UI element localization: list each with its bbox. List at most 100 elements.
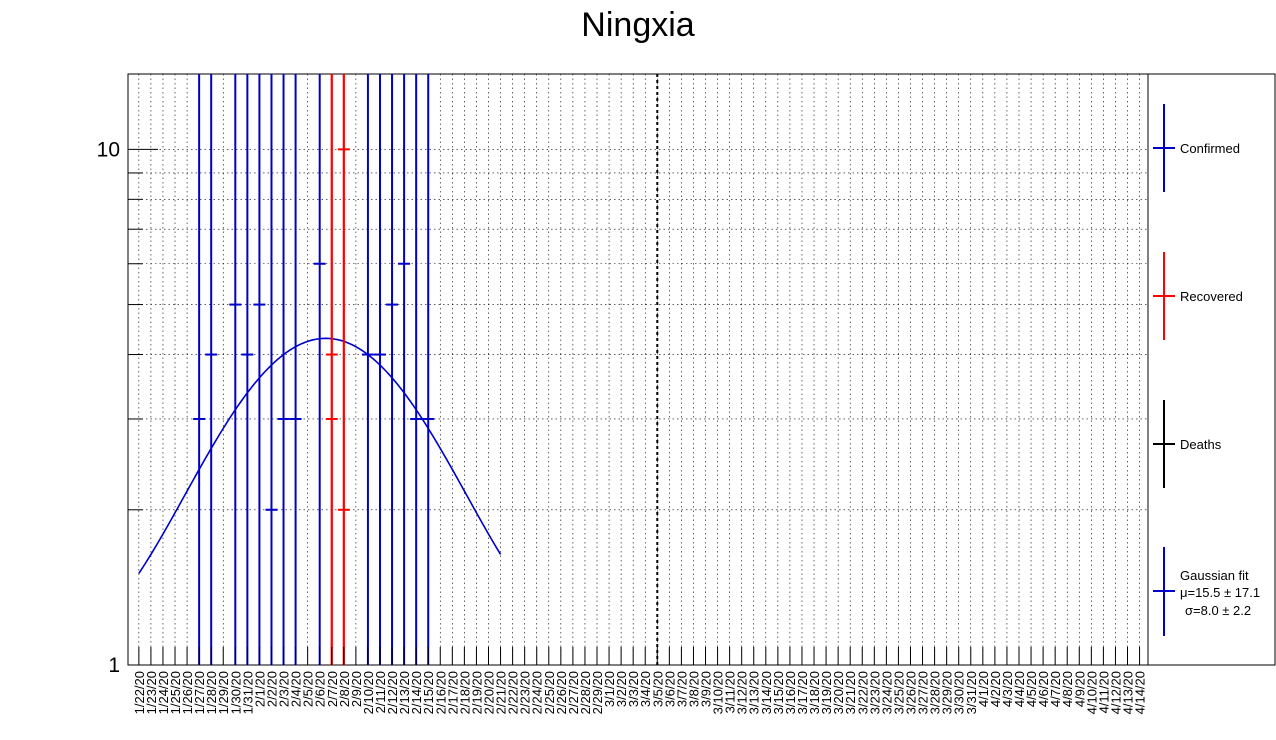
- x-tick-label: 3/1/20: [602, 671, 617, 707]
- legend-recovered: Recovered: [1153, 252, 1243, 340]
- x-tick-label: 2/15/20: [421, 671, 436, 714]
- x-tick-label: 3/19/20: [819, 671, 834, 714]
- data-marks: [193, 74, 435, 665]
- legend-fit-title: Gaussian fit: [1180, 568, 1249, 583]
- x-tick-label: 4/12/20: [1108, 671, 1123, 714]
- x-tick-label: 3/8/20: [686, 671, 701, 707]
- x-tick-label: 2/19/20: [469, 671, 484, 714]
- x-tick-label: 1/24/20: [156, 671, 171, 714]
- x-tick-label: 2/25/20: [542, 671, 557, 714]
- x-tick-label: 2/12/20: [385, 671, 400, 714]
- chart-title: Ningxia: [581, 6, 694, 44]
- x-tick-label: 3/27/20: [916, 671, 931, 714]
- legend-deaths: Deaths: [1153, 400, 1222, 488]
- x-tick-label: 2/9/20: [349, 671, 364, 707]
- x-tick-label: 4/14/20: [1133, 671, 1148, 714]
- x-tick-label: 2/27/20: [566, 671, 581, 714]
- x-tick-label: 2/2/20: [264, 671, 279, 707]
- x-tick-label: 4/8/20: [1060, 671, 1075, 707]
- x-tick-label: 3/18/20: [807, 671, 822, 714]
- x-tick-label: 4/11/20: [1096, 671, 1111, 713]
- x-tick-label: 2/1/20: [252, 671, 267, 707]
- x-tick-label: 2/4/20: [289, 671, 304, 707]
- x-tick-label: 3/2/20: [614, 671, 629, 707]
- x-tick-label: 2/8/20: [337, 671, 352, 707]
- x-tick-label: 2/22/20: [506, 671, 521, 714]
- x-tick-label: 3/11/20: [723, 671, 738, 713]
- x-tick-label: 1/27/20: [192, 671, 207, 714]
- x-tick-label: 3/30/20: [952, 671, 967, 714]
- x-tick-label: 3/29/20: [940, 671, 955, 714]
- x-tick-label: 3/20/20: [831, 671, 846, 714]
- x-tick-label: 2/21/20: [494, 671, 509, 714]
- y-tick-label: 1: [108, 654, 120, 677]
- x-tick-label: 3/5/20: [650, 671, 665, 707]
- x-tick-label: 4/1/20: [976, 671, 991, 707]
- x-tick-label: 2/5/20: [301, 671, 316, 707]
- x-tick-label: 3/23/20: [867, 671, 882, 714]
- x-tick-label: 3/10/20: [711, 671, 726, 714]
- x-tick-label: 3/6/20: [662, 671, 677, 707]
- legend-fit-mu: μ=15.5 ± 17.1: [1180, 585, 1260, 600]
- x-tick-label: 3/3/20: [626, 671, 641, 707]
- axes: 1101/22/201/23/201/24/201/25/201/26/201/…: [97, 74, 1148, 714]
- x-tick-label: 2/7/20: [325, 671, 340, 707]
- legend-confirmed-label: Confirmed: [1180, 141, 1240, 156]
- legend-fit-sigma: σ=8.0 ± 2.2: [1185, 603, 1251, 618]
- x-tick-label: 2/10/20: [361, 671, 376, 714]
- x-tick-label: 3/7/20: [674, 671, 689, 707]
- x-tick-label: 3/16/20: [783, 671, 798, 714]
- x-tick-label: 4/6/20: [1036, 671, 1051, 707]
- grid: [128, 74, 1148, 665]
- legend-fit: Gaussian fit μ=15.5 ± 17.1 σ=8.0 ± 2.2: [1153, 547, 1260, 636]
- x-tick-label: 2/18/20: [457, 671, 472, 714]
- x-tick-label: 2/29/20: [590, 671, 605, 714]
- x-tick-label: 2/16/20: [433, 671, 448, 714]
- x-tick-label: 3/17/20: [795, 671, 810, 714]
- x-tick-label: 3/15/20: [771, 671, 786, 714]
- x-tick-label: 2/13/20: [397, 671, 412, 714]
- x-tick-label: 3/13/20: [747, 671, 762, 714]
- x-tick-label: 1/23/20: [144, 671, 159, 714]
- x-tick-label: 3/31/20: [964, 671, 979, 714]
- legend-deaths-label: Deaths: [1180, 437, 1222, 452]
- x-tick-label: 2/17/20: [445, 671, 460, 714]
- x-tick-label: 3/14/20: [759, 671, 774, 714]
- x-tick-label: 1/29/20: [216, 671, 231, 714]
- x-tick-label: 3/9/20: [699, 671, 714, 707]
- x-tick-label: 3/22/20: [855, 671, 870, 714]
- x-tick-label: 2/20/20: [481, 671, 496, 714]
- x-tick-label: 2/28/20: [578, 671, 593, 714]
- x-tick-label: 3/21/20: [843, 671, 858, 714]
- x-tick-label: 3/24/20: [879, 671, 894, 714]
- x-tick-label: 2/24/20: [530, 671, 545, 714]
- x-tick-label: 1/22/20: [132, 671, 147, 714]
- x-tick-label: 2/3/20: [277, 671, 292, 707]
- x-tick-label: 1/25/20: [168, 671, 183, 714]
- x-tick-label: 3/12/20: [735, 671, 750, 714]
- x-tick-label: 4/9/20: [1072, 671, 1087, 707]
- x-tick-label: 3/25/20: [891, 671, 906, 714]
- plot-frame: [127, 73, 1149, 666]
- x-tick-label: 3/4/20: [638, 671, 653, 707]
- x-tick-label: 1/31/20: [240, 671, 255, 714]
- x-tick-label: 3/28/20: [928, 671, 943, 714]
- legend-confirmed: Confirmed: [1153, 104, 1240, 192]
- x-tick-label: 4/7/20: [1048, 671, 1063, 707]
- legend-recovered-label: Recovered: [1180, 289, 1243, 304]
- y-tick-label: 10: [97, 138, 120, 161]
- legend: Confirmed Recovered Deaths Gaussian fit …: [1147, 73, 1276, 666]
- x-tick-label: 2/23/20: [518, 671, 533, 714]
- x-tick-label: 3/26/20: [903, 671, 918, 714]
- x-tick-label: 1/28/20: [204, 671, 219, 714]
- x-tick-label: 2/26/20: [554, 671, 569, 714]
- x-tick-label: 4/10/20: [1084, 671, 1099, 714]
- x-tick-label: 2/14/20: [409, 671, 424, 714]
- x-tick-label: 4/3/20: [1000, 671, 1015, 707]
- x-tick-label: 2/6/20: [313, 671, 328, 707]
- x-tick-label: 4/5/20: [1024, 671, 1039, 707]
- x-tick-label: 4/4/20: [1012, 671, 1027, 707]
- x-tick-label: 1/26/20: [180, 671, 195, 714]
- legend-box: [1147, 73, 1276, 666]
